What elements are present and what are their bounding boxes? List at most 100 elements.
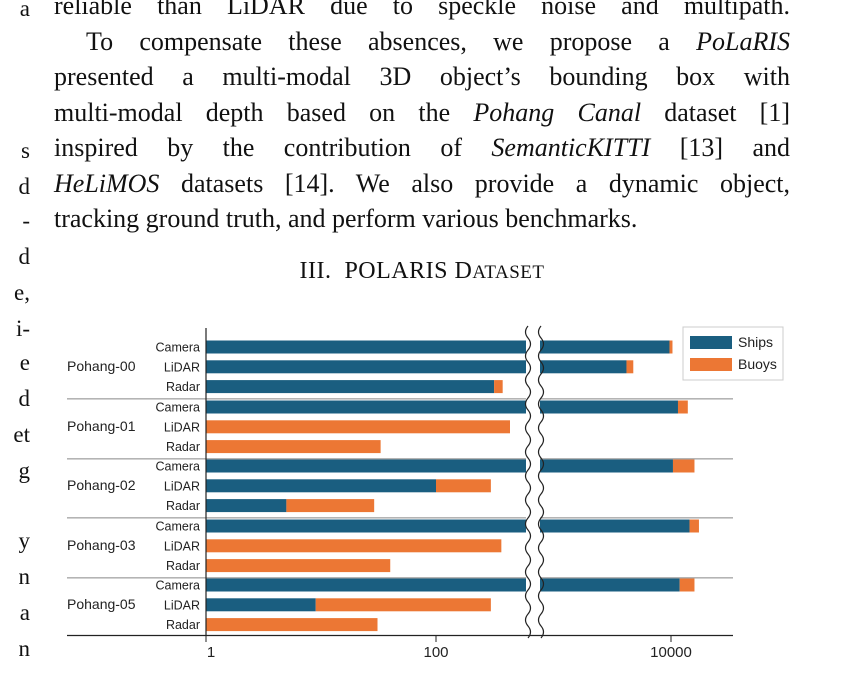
paragraph-text: dataset [1] (641, 97, 790, 127)
ships-bar (206, 598, 316, 612)
left-column-text: et (13, 422, 30, 447)
sensor-label: Camera (156, 460, 201, 474)
buoys-bar (206, 440, 381, 454)
ships-bar (206, 380, 495, 394)
buoys-bar (206, 420, 510, 434)
ships-bar (540, 340, 670, 354)
paragraph-line: presented a multi-modal 3D object’s boun… (54, 62, 790, 91)
ships-bar (540, 400, 678, 414)
left-column-text: e, (14, 280, 30, 305)
buoys-bar (206, 618, 378, 632)
body-paragraph: reliable than LiDAR due to speckle noise… (54, 0, 790, 237)
paragraph-line: To compensate these absences, we propose… (54, 24, 790, 60)
ships-bar (206, 400, 526, 414)
sensor-label: Camera (156, 341, 201, 355)
ships-bar (206, 459, 526, 473)
left-column-text: i- (15, 316, 30, 341)
left-column-text: g (18, 458, 31, 483)
sensor-label: Radar (166, 618, 200, 632)
left-column-fragment: a s d - d e, i-e d et g y n a n (0, 0, 30, 689)
ships-bar (540, 578, 680, 592)
buoys-bar (315, 598, 491, 612)
sensor-label: LiDAR (164, 420, 200, 434)
ships-bar (206, 479, 436, 493)
ships-bar (206, 519, 526, 533)
left-column-text: d (18, 386, 31, 411)
left-column-text: a (19, 600, 30, 625)
section-heading: III. POLARIS DATASET (54, 258, 790, 285)
left-column-text: d (18, 244, 31, 269)
sensor-label: Camera (156, 520, 201, 534)
x-tick-label: 10000 (650, 644, 692, 661)
bar-chart: Camera LiDAR Radar Pohang-00 Camera LiDAR Rada… (0, 318, 844, 689)
ships-bar (540, 360, 627, 374)
buoys-bar (206, 559, 391, 573)
left-column-text: a (19, 0, 30, 21)
group-label: Pohang-02 (67, 477, 136, 493)
ships-bar (206, 499, 287, 513)
left-column-text: d (18, 174, 31, 199)
ships-bar (540, 519, 690, 533)
sensor-label: Camera (156, 401, 201, 415)
left-column-text: e (19, 350, 30, 375)
italic-term: SemanticKITTI (491, 133, 651, 162)
section-number: III. (299, 258, 332, 284)
buoys-bar (689, 519, 699, 533)
group-label: Pohang-03 (67, 537, 136, 553)
x-tick-label: 100 (423, 644, 448, 661)
paragraph-text: inspired by the contribution of (54, 133, 492, 162)
italic-term: PoLaRIS (696, 26, 790, 56)
ships-bar (540, 459, 673, 473)
buoys-bar (672, 459, 695, 473)
legend-swatch (690, 358, 732, 371)
italic-term: HeLiMOS (54, 168, 160, 198)
sensor-label: Radar (166, 559, 200, 573)
legend-label: Buoys (738, 356, 777, 372)
buoys-bar (436, 479, 491, 493)
x-tick-label: 1 (207, 644, 215, 661)
axis-break-line (537, 325, 545, 639)
left-column-text: n (18, 636, 31, 661)
buoys-bar (679, 578, 695, 592)
paragraph-text: To compensate these absences, we propose… (86, 26, 697, 56)
buoys-bar (494, 380, 503, 394)
chart-svg: Camera LiDAR Radar Pohang-00 Camera LiDAR Rada… (67, 325, 784, 661)
legend-box (682, 326, 784, 381)
sensor-label: Camera (156, 579, 201, 593)
sensor-label: LiDAR (164, 479, 200, 493)
sensor-label: Radar (166, 440, 200, 454)
buoys-bar (626, 360, 634, 374)
sensor-label: LiDAR (164, 539, 200, 553)
left-column-text: s (21, 138, 30, 163)
ships-bar (206, 360, 526, 374)
group-label: Pohang-05 (67, 596, 136, 612)
paragraph-line: reliable than LiDAR due to speckle noise… (54, 0, 790, 20)
sensor-label: LiDAR (164, 598, 200, 612)
paragraph-text: [13] and (650, 133, 791, 162)
buoys-bar (286, 499, 375, 513)
axis-break-line (524, 325, 532, 639)
left-column-text: y (18, 528, 31, 553)
section-title: POLARIS DATASET (344, 258, 545, 284)
paragraph-line: inspired by the contribution of Semantic… (54, 130, 790, 166)
buoys-bar (669, 340, 673, 354)
legend-swatch (690, 336, 732, 349)
sensor-label: Radar (166, 499, 200, 513)
left-column-text: - (22, 208, 30, 233)
group-label: Pohang-00 (67, 358, 136, 374)
legend-label: Ships (738, 334, 773, 350)
paragraph-line: HeLiMOS datasets [14]. We also provide a… (54, 166, 790, 202)
group-label: Pohang-01 (67, 418, 136, 434)
paragraph-line: multi-modal depth based on the Pohang Ca… (54, 95, 790, 131)
paragraph-text: datasets [14]. We also provide a dynamic… (159, 168, 790, 198)
italic-term: Pohang Canal (473, 97, 642, 127)
paragraph-text: multi-modal depth based on the (54, 97, 474, 127)
left-column-text: n (18, 564, 31, 589)
buoys-bar (206, 539, 502, 553)
axis-break-band (526, 326, 540, 636)
paragraph-line: tracking ground truth, and perform vario… (54, 204, 638, 233)
ships-bar (206, 340, 526, 354)
sensor-label: Radar (166, 380, 200, 394)
buoys-bar (677, 400, 688, 414)
ships-bar (206, 578, 526, 592)
